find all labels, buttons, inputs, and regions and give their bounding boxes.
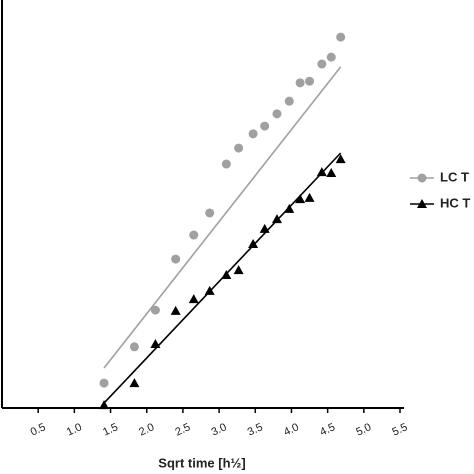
point — [189, 230, 199, 240]
point — [150, 338, 161, 348]
x-tick-label: 5.0 — [354, 421, 373, 438]
x-tick-label: 2.5 — [173, 421, 192, 438]
point — [259, 223, 270, 233]
point — [305, 76, 315, 86]
x-tick-label: 3.0 — [210, 421, 229, 438]
point — [171, 254, 181, 264]
legend-label: HC T — [440, 195, 470, 210]
point — [284, 203, 295, 213]
point — [260, 121, 270, 131]
point — [150, 305, 160, 315]
x-tick-label: 1.5 — [101, 421, 120, 438]
point — [129, 378, 140, 388]
point — [272, 109, 282, 119]
point — [129, 342, 139, 352]
legend-marker — [417, 173, 427, 183]
point — [317, 59, 327, 69]
point — [221, 159, 231, 169]
point — [99, 378, 109, 388]
point — [295, 78, 305, 88]
x-axis-label: Sqrt time [h½] — [158, 455, 245, 470]
point — [221, 269, 232, 279]
x-tick-label: 5.5 — [390, 421, 409, 438]
x-tick-label: 4.5 — [318, 421, 337, 438]
point — [316, 167, 327, 177]
legend-marker — [417, 199, 427, 208]
point — [233, 265, 244, 275]
point — [205, 208, 215, 218]
point — [248, 238, 259, 248]
point — [326, 52, 336, 62]
point — [188, 294, 199, 304]
point — [335, 154, 346, 164]
x-tick-label: 3.5 — [246, 421, 265, 438]
legend-label: LC T — [440, 169, 469, 184]
point — [304, 192, 315, 202]
point — [204, 285, 215, 295]
point — [271, 214, 282, 224]
x-tick-label: 4.0 — [282, 421, 301, 438]
point — [99, 400, 110, 410]
x-tick-label: 0.5 — [29, 421, 48, 438]
point — [284, 96, 294, 106]
fit-line — [103, 66, 342, 369]
point — [295, 194, 306, 204]
point — [336, 32, 346, 42]
point — [248, 129, 258, 139]
x-tick-label: 2.0 — [137, 421, 156, 438]
point — [326, 167, 337, 177]
point — [170, 305, 181, 315]
point — [234, 143, 244, 153]
x-tick-label: 1.0 — [65, 421, 84, 438]
